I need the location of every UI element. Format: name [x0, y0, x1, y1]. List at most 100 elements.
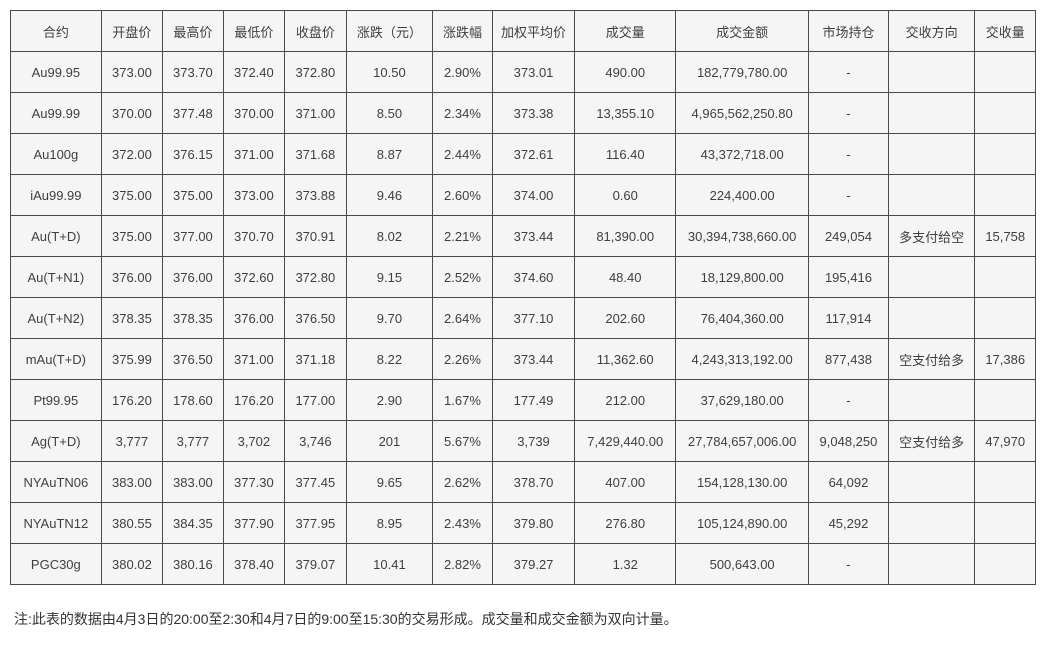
- cell-delivery-volume: [974, 502, 1036, 544]
- cell-delivery-volume: [974, 51, 1036, 93]
- cell-change-yuan: 10.41: [345, 543, 434, 585]
- table-row: Au(T+N2) 378.35 378.35 376.00 376.50 9.7…: [10, 297, 1036, 339]
- cell-weighted-avg: 373.44: [491, 215, 576, 257]
- cell-volume: 202.60: [574, 297, 677, 339]
- cell-turnover: 4,965,562,250.80: [675, 92, 810, 134]
- cell-open-interest: -: [808, 174, 889, 216]
- cell-volume: 407.00: [574, 461, 677, 503]
- cell-open: 376.00: [100, 256, 164, 298]
- column-header-volume: 成交量: [574, 10, 677, 52]
- cell-low: 371.00: [222, 338, 286, 380]
- cell-high: 376.50: [162, 338, 224, 380]
- cell-open: 3,777: [100, 420, 164, 462]
- cell-close: 371.00: [284, 92, 347, 134]
- cell-low: 370.70: [222, 215, 286, 257]
- cell-weighted-avg: 373.38: [491, 92, 576, 134]
- header-row: 合约 开盘价 最高价 最低价 收盘价 涨跌（元） 涨跌幅 加权平均价 成交量 成…: [10, 10, 1036, 52]
- cell-delivery-direction: [887, 502, 976, 544]
- cell-turnover: 37,629,180.00: [675, 379, 810, 421]
- cell-weighted-avg: 177.49: [491, 379, 576, 421]
- cell-open-interest: 9,048,250: [808, 420, 889, 462]
- cell-turnover: 27,784,657,006.00: [675, 420, 810, 462]
- cell-high: 3,777: [162, 420, 224, 462]
- footnote: 注:此表的数据由4月3日的20:00至2:30和4月7日的9:00至15:30的…: [14, 611, 678, 627]
- cell-high: 373.70: [162, 51, 224, 93]
- cell-turnover: 182,779,780.00: [675, 51, 810, 93]
- column-header-open-interest: 市场持仓: [808, 10, 889, 52]
- cell-low: 377.30: [222, 461, 286, 503]
- cell-low: 373.00: [222, 174, 286, 216]
- cell-open-interest: 249,054: [808, 215, 889, 257]
- cell-contract: Au(T+N2): [10, 297, 102, 339]
- cell-delivery-direction: 空支付给多: [887, 338, 976, 380]
- cell-change-pct: 2.26%: [432, 338, 493, 380]
- cell-change-pct: 2.64%: [432, 297, 493, 339]
- cell-turnover: 500,643.00: [675, 543, 810, 585]
- table-row: Au99.99 370.00 377.48 370.00 371.00 8.50…: [10, 92, 1036, 134]
- column-header-weighted-avg: 加权平均价: [491, 10, 576, 52]
- cell-high: 377.00: [162, 215, 224, 257]
- cell-open: 370.00: [100, 92, 164, 134]
- cell-delivery-direction: [887, 256, 976, 298]
- cell-turnover: 76,404,360.00: [675, 297, 810, 339]
- cell-contract: Ag(T+D): [10, 420, 102, 462]
- cell-close: 377.95: [284, 502, 347, 544]
- cell-change-pct: 2.21%: [432, 215, 493, 257]
- cell-contract: Au(T+N1): [10, 256, 102, 298]
- cell-contract: mAu(T+D): [10, 338, 102, 380]
- cell-turnover: 18,129,800.00: [675, 256, 810, 298]
- cell-open-interest: 195,416: [808, 256, 889, 298]
- cell-turnover: 154,128,130.00: [675, 461, 810, 503]
- cell-close: 371.68: [284, 133, 347, 175]
- market-data-table: 合约 开盘价 最高价 最低价 收盘价 涨跌（元） 涨跌幅 加权平均价 成交量 成…: [10, 10, 1036, 585]
- cell-change-yuan: 9.46: [345, 174, 434, 216]
- table-row: mAu(T+D) 375.99 376.50 371.00 371.18 8.2…: [10, 338, 1036, 380]
- cell-turnover: 43,372,718.00: [675, 133, 810, 175]
- cell-change-yuan: 9.15: [345, 256, 434, 298]
- cell-delivery-direction: [887, 133, 976, 175]
- cell-open-interest: -: [808, 51, 889, 93]
- cell-low: 377.90: [222, 502, 286, 544]
- cell-volume: 11,362.60: [574, 338, 677, 380]
- cell-weighted-avg: 372.61: [491, 133, 576, 175]
- table-row: Au100g 372.00 376.15 371.00 371.68 8.87 …: [10, 133, 1036, 175]
- cell-delivery-volume: 15,758: [974, 215, 1036, 257]
- cell-weighted-avg: 378.70: [491, 461, 576, 503]
- cell-delivery-direction: [887, 174, 976, 216]
- cell-volume: 212.00: [574, 379, 677, 421]
- cell-close: 371.18: [284, 338, 347, 380]
- table-row: Au(T+D) 375.00 377.00 370.70 370.91 8.02…: [10, 215, 1036, 257]
- cell-open-interest: -: [808, 133, 889, 175]
- cell-open: 375.00: [100, 215, 164, 257]
- cell-change-pct: 2.90%: [432, 51, 493, 93]
- cell-volume: 1.32: [574, 543, 677, 585]
- cell-close: 3,746: [284, 420, 347, 462]
- cell-change-yuan: 9.70: [345, 297, 434, 339]
- cell-open: 375.99: [100, 338, 164, 380]
- cell-turnover: 4,243,313,192.00: [675, 338, 810, 380]
- table-row: Au99.95 373.00 373.70 372.40 372.80 10.5…: [10, 51, 1036, 93]
- cell-delivery-direction: [887, 51, 976, 93]
- cell-high: 378.35: [162, 297, 224, 339]
- cell-open: 373.00: [100, 51, 164, 93]
- cell-change-pct: 2.44%: [432, 133, 493, 175]
- table-row: NYAuTN12 380.55 384.35 377.90 377.95 8.9…: [10, 502, 1036, 544]
- cell-weighted-avg: 379.27: [491, 543, 576, 585]
- cell-change-pct: 5.67%: [432, 420, 493, 462]
- cell-delivery-direction: [887, 543, 976, 585]
- cell-change-yuan: 9.65: [345, 461, 434, 503]
- cell-open-interest: -: [808, 543, 889, 585]
- cell-change-pct: 1.67%: [432, 379, 493, 421]
- cell-close: 379.07: [284, 543, 347, 585]
- cell-close: 377.45: [284, 461, 347, 503]
- cell-delivery-volume: [974, 297, 1036, 339]
- cell-volume: 0.60: [574, 174, 677, 216]
- cell-change-pct: 2.62%: [432, 461, 493, 503]
- cell-volume: 490.00: [574, 51, 677, 93]
- cell-delivery-direction: [887, 461, 976, 503]
- cell-open-interest: -: [808, 379, 889, 421]
- cell-contract: Au(T+D): [10, 215, 102, 257]
- cell-contract: iAu99.99: [10, 174, 102, 216]
- cell-weighted-avg: 374.60: [491, 256, 576, 298]
- cell-volume: 276.80: [574, 502, 677, 544]
